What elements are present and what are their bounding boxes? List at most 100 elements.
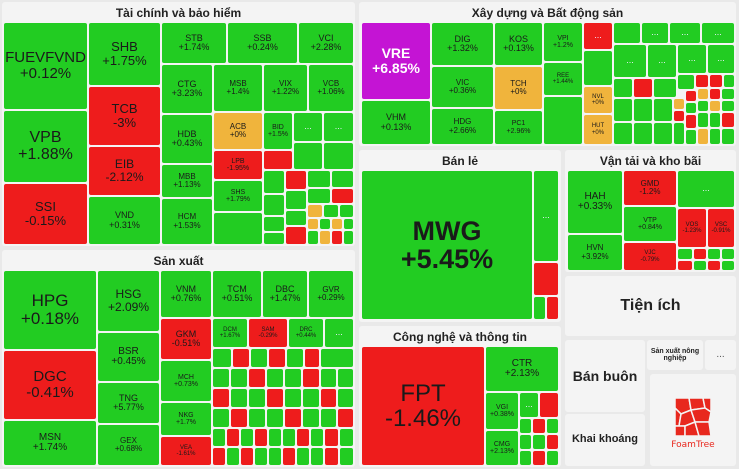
tile-small-mfg[interactable]	[212, 388, 230, 408]
tile-small-tech[interactable]	[532, 418, 546, 434]
tile-small-re[interactable]	[613, 78, 633, 98]
tile-GKM[interactable]: GKM -0.51%	[160, 318, 212, 360]
tile-small-tech[interactable]	[546, 450, 559, 466]
section-mining[interactable]: Khai khoáng	[565, 414, 645, 466]
tile-SAM[interactable]: SAM -0.29%	[248, 318, 288, 348]
tile-small-re[interactable]	[697, 100, 709, 112]
tile-small-finance[interactable]	[263, 216, 285, 232]
tile-more-tech[interactable]: ...	[519, 392, 539, 418]
tile-small-mfg[interactable]	[226, 428, 240, 447]
section-utilities[interactable]: Tiện ích	[565, 276, 736, 336]
tile-small-re[interactable]	[709, 100, 721, 112]
tile-small-mfg[interactable]	[212, 348, 232, 368]
tile-small-re[interactable]	[583, 50, 613, 86]
tile-more-re-b[interactable]: ...	[641, 22, 669, 44]
tile-more-re-e[interactable]: ...	[613, 44, 647, 78]
tile-SHB[interactable]: SHB +1.75%	[88, 22, 161, 86]
tile-small-re[interactable]	[685, 114, 697, 129]
tile-small-finance[interactable]	[331, 218, 343, 230]
tile-small-mfg[interactable]	[337, 408, 354, 428]
tile-VRE[interactable]: VRE +6.85%	[361, 22, 431, 100]
tile-small-mfg[interactable]	[232, 348, 250, 368]
tile-VGI[interactable]: VGI +0.38%	[485, 392, 519, 430]
tile-CMG[interactable]: CMG +2.13%	[485, 430, 519, 466]
tile-small-mfg[interactable]	[248, 408, 266, 428]
tile-small-re[interactable]	[721, 112, 735, 128]
section-wholesale[interactable]: Bán buôn	[565, 340, 645, 412]
tile-small-finance[interactable]	[263, 150, 293, 170]
tile-small-mfg[interactable]	[230, 388, 248, 408]
tile-small-finance[interactable]	[319, 230, 331, 245]
tile-small-re[interactable]	[685, 90, 697, 102]
tile-HAH[interactable]: HAH +0.33%	[567, 170, 623, 234]
tile-small-re[interactable]	[697, 128, 709, 145]
tile-VEA[interactable]: VEA -1.61%	[160, 436, 212, 466]
tile-HCM[interactable]: HCM +1.53%	[161, 198, 213, 245]
tile-VND[interactable]: VND +0.31%	[88, 196, 161, 245]
tile-small-finance[interactable]	[331, 188, 354, 204]
tile-small-mfg[interactable]	[310, 428, 324, 447]
tile-small-finance[interactable]	[339, 204, 354, 218]
tile-small-mfg[interactable]	[268, 348, 286, 368]
tile-VCI[interactable]: VCI +2.28%	[298, 22, 354, 64]
tile-VTP[interactable]: VTP +0.84%	[623, 206, 677, 242]
tile-small-mfg[interactable]	[226, 447, 240, 466]
tile-VPB[interactable]: VPB +1.88%	[3, 110, 88, 183]
tile-small-mfg[interactable]	[212, 428, 226, 447]
tile-small-re[interactable]	[709, 88, 721, 100]
tile-small-re[interactable]	[709, 74, 723, 88]
tile-more-re-c[interactable]: ...	[669, 22, 701, 44]
tile-small-mfg[interactable]	[250, 348, 268, 368]
tile-small-finance[interactable]	[331, 230, 343, 245]
tile-small-mfg[interactable]	[320, 348, 354, 368]
tile-small-mfg[interactable]	[296, 428, 310, 447]
tile-small-re[interactable]	[721, 88, 735, 100]
tile-REE[interactable]: REE +1.44%	[543, 62, 583, 96]
tile-small-finance[interactable]	[285, 210, 307, 226]
tile-small-tech[interactable]	[532, 434, 546, 450]
tile-more-re-g[interactable]: ...	[677, 44, 707, 74]
tile-small-mfg[interactable]	[266, 368, 284, 388]
tile-small-mfg[interactable]	[240, 428, 254, 447]
tile-small-mfg[interactable]	[320, 388, 337, 408]
tile-SSI[interactable]: SSI -0.15%	[3, 183, 88, 245]
tile-HDB[interactable]: HDB +0.43%	[161, 114, 213, 164]
tile-small-re[interactable]	[653, 78, 677, 98]
tile-VIC[interactable]: VIC +0.36%	[431, 66, 494, 108]
tile-small-tech[interactable]	[546, 434, 559, 450]
tile-SSB[interactable]: SSB +0.24%	[227, 22, 298, 64]
tile-TCH[interactable]: TCH +0%	[494, 66, 543, 110]
tile-VCB[interactable]: VCB +1.06%	[308, 64, 354, 112]
tile-small-re[interactable]	[697, 112, 709, 128]
tile-small-mfg[interactable]	[282, 447, 296, 466]
tile-small-mfg[interactable]	[302, 388, 320, 408]
tile-small-re[interactable]	[709, 112, 721, 128]
tile-STB[interactable]: STB +1.74%	[161, 22, 227, 64]
foamtree-logo[interactable]: FoamTree	[650, 374, 736, 466]
tile-HDG[interactable]: HDG +2.66%	[431, 108, 494, 145]
tile-more-retail[interactable]: ...	[533, 170, 559, 262]
tile-small-mfg[interactable]	[296, 447, 310, 466]
tile-SHS[interactable]: SHS +1.79%	[213, 180, 263, 212]
tile-small-re[interactable]	[653, 122, 673, 145]
tile-DIG[interactable]: DIG +1.32%	[431, 22, 494, 66]
tile-small-finance[interactable]	[263, 170, 285, 194]
tile-FPT[interactable]: FPT -1.46%	[361, 346, 485, 466]
tile-NKG[interactable]: NKG +1.7%	[160, 402, 212, 436]
tile-small-mfg[interactable]	[254, 447, 268, 466]
tile-small-retail[interactable]	[533, 296, 546, 320]
tile-small-mfg[interactable]	[240, 447, 254, 466]
tile-more-transport[interactable]: ...	[677, 170, 735, 208]
tile-small-mfg[interactable]	[302, 408, 320, 428]
tile-small-re[interactable]	[685, 129, 697, 145]
tile-VJC[interactable]: VJC -0.79%	[623, 242, 677, 271]
tile-MSB[interactable]: MSB +1.4%	[213, 64, 263, 112]
tile-small-transport[interactable]	[721, 248, 735, 260]
tile-small-mfg[interactable]	[268, 447, 282, 466]
tile-small-mfg[interactable]	[339, 447, 354, 466]
tile-more-re-h[interactable]: ...	[707, 44, 735, 74]
tile-small-re[interactable]	[673, 110, 685, 122]
tile-small-tech[interactable]	[546, 418, 559, 434]
tile-small-mfg[interactable]	[284, 368, 302, 388]
tile-small-mfg[interactable]	[266, 408, 284, 428]
